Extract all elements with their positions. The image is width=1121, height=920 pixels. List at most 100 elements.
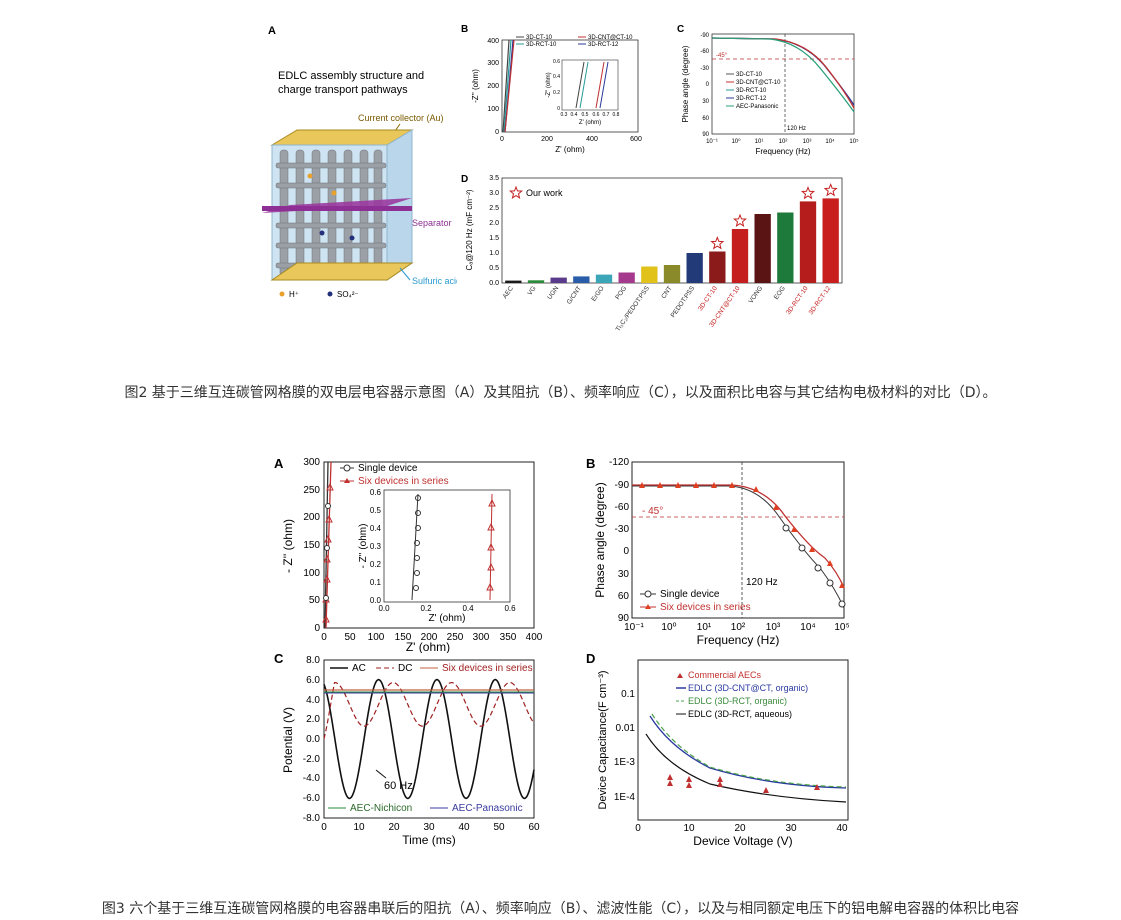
x-tick: 300 bbox=[473, 632, 490, 643]
figure2-panel-a: A EDLC assembly structure and charge tra… bbox=[262, 25, 457, 299]
x-axis-label: Z' (ohm) bbox=[555, 145, 585, 154]
y-tick: 200 bbox=[303, 512, 320, 523]
x-tick-labels: 0 200 400 600 bbox=[500, 136, 642, 143]
x-tick: 400 bbox=[526, 632, 543, 643]
x-tick: 200 bbox=[421, 632, 438, 643]
y-tick: -4.0 bbox=[303, 773, 321, 784]
legend-so4-label: SO₄²⁻ bbox=[337, 290, 359, 299]
inset-y-tick: 0.0 bbox=[370, 596, 382, 605]
series-ac bbox=[323, 678, 535, 800]
legend: Single device Six devices in series bbox=[340, 463, 449, 487]
x-tick: 10² bbox=[779, 139, 788, 145]
y-tick: 0.1 bbox=[621, 689, 635, 700]
x-tick-label: 3D-RCT-12 bbox=[808, 285, 833, 316]
label-sulfuric-acid: Sulfuric acid bbox=[412, 276, 457, 286]
y-tick: -2.0 bbox=[303, 754, 321, 765]
bar bbox=[686, 253, 703, 283]
annot-120hz: 120 Hz bbox=[746, 577, 778, 588]
x-tick: 10² bbox=[731, 622, 746, 633]
bar bbox=[527, 280, 545, 283]
y-tick: 2.0 bbox=[489, 220, 499, 227]
x-tick: 30 bbox=[423, 822, 435, 833]
inset-series bbox=[579, 61, 589, 109]
legend-h-dot bbox=[279, 291, 285, 297]
inset-y-tick: 0.4 bbox=[553, 74, 560, 80]
x-tick: 20 bbox=[388, 822, 400, 833]
y-tick: 60 bbox=[702, 116, 709, 122]
legend-item: Six devices in series bbox=[442, 663, 533, 674]
x-tick: 10³ bbox=[803, 139, 812, 145]
legend-item: DC bbox=[398, 663, 412, 674]
series-six bbox=[632, 484, 845, 589]
x-tick: 200 bbox=[541, 136, 553, 143]
figure3-caption: 图3 六个基于三维互连碳管网格膜的电容器串联后的阻抗（A）、频率响应（B）、滤波… bbox=[101, 901, 1020, 917]
plot-frame bbox=[501, 39, 639, 133]
y-tick: 0.0 bbox=[306, 734, 320, 745]
x-tick-label: VG bbox=[527, 285, 538, 297]
label-separator: Separator bbox=[412, 218, 452, 228]
x-tick: 0 bbox=[321, 632, 327, 643]
legend: 3D-CT-10 3D-CNT@CT-10 3D-RCT-10 3D-RCT-1… bbox=[726, 72, 781, 110]
series-3d-ct-10 bbox=[502, 39, 510, 133]
panel-letter: C bbox=[274, 651, 284, 666]
plot-frame bbox=[711, 33, 855, 135]
series-dc bbox=[323, 682, 535, 740]
x-tick: 100 bbox=[368, 632, 385, 643]
inset-six bbox=[489, 493, 493, 601]
x-tick: 10⁴ bbox=[825, 138, 835, 145]
y-ticks: -8.0 -6.0 -4.0 -2.0 0.0 2.0 4.0 6.0 8.0 bbox=[303, 655, 321, 824]
inset-y-tick: 0.5 bbox=[370, 506, 382, 515]
inset-x-label: Z' (ohm) bbox=[429, 613, 466, 624]
y-tick: -6.0 bbox=[303, 793, 321, 804]
y-ticks: -120 -90 -60 -30 0 30 60 90 bbox=[609, 457, 629, 624]
plot-frame bbox=[323, 659, 535, 819]
x-tick: 10⁵ bbox=[834, 622, 849, 633]
y-ticks: 0 50 100 150 200 250 300 bbox=[303, 457, 320, 634]
y-tick: 0 bbox=[495, 129, 499, 136]
series-curve bbox=[711, 37, 855, 109]
y-axis-label: -Z'' (ohm) bbox=[471, 69, 480, 103]
x-tick-label: VONG bbox=[748, 285, 765, 305]
y-tick: 150 bbox=[303, 540, 320, 551]
inset-x-ticks: 0.3 0.4 0.5 0.6 0.7 0.8 bbox=[561, 112, 620, 118]
plot-frame bbox=[323, 461, 535, 629]
x-tick: 60 bbox=[528, 822, 540, 833]
x-tick: 40 bbox=[458, 822, 470, 833]
inset-x-tick: 0.4 bbox=[571, 112, 578, 118]
inset-frame bbox=[561, 59, 619, 111]
legend: Commercial AECs EDLC (3D-CNT@CT, organic… bbox=[676, 670, 808, 719]
x-tick: 10⁰ bbox=[731, 138, 741, 145]
x-tick-label: 3D-CT-10 bbox=[697, 285, 719, 312]
x-tick-label: EOG bbox=[773, 285, 787, 301]
panel-letter: D bbox=[586, 651, 595, 666]
figure3-panel-d: D 0.1 0.01 1E-3 1E-4 0 10 20 30 40 Devic… bbox=[586, 651, 849, 848]
so4-ion bbox=[349, 235, 355, 241]
bar bbox=[618, 272, 635, 283]
y-tick: 1E-4 bbox=[614, 792, 636, 803]
y-tick: 6.0 bbox=[306, 675, 320, 686]
x-axis-label: Time (ms) bbox=[402, 833, 456, 847]
inset-x-tick: 0.7 bbox=[603, 112, 610, 118]
y-tick: 30 bbox=[618, 569, 630, 580]
x-tick: 10⁻¹ bbox=[624, 622, 644, 633]
bar bbox=[641, 266, 658, 283]
legend-item: AEC-Nichicon bbox=[350, 803, 412, 814]
inset-x-tick: 0.2 bbox=[420, 604, 432, 613]
series-single-markers bbox=[782, 524, 846, 608]
legend-item: Commercial AECs bbox=[688, 670, 762, 680]
y-tick: 100 bbox=[303, 568, 320, 579]
bar bbox=[709, 251, 726, 283]
series-rct-organic bbox=[651, 713, 847, 788]
legend-top: AC DC Six devices in series bbox=[330, 663, 533, 674]
inset-x-tick: 0.6 bbox=[593, 112, 600, 118]
y-tick: 1.5 bbox=[489, 235, 499, 242]
legend-item: 3D-CT-10 bbox=[526, 35, 553, 41]
y-tick: -90 bbox=[700, 33, 709, 39]
inset-y-tick: 0.2 bbox=[370, 560, 382, 569]
x-axis-label: Frequency (Hz) bbox=[697, 633, 780, 647]
legend: 3D-CT-10 3D-RCT-10 3D-CNT@CT-10 3D-RCT-1… bbox=[516, 35, 633, 48]
y-tick: -30 bbox=[700, 66, 709, 72]
x-tick: 40 bbox=[836, 823, 848, 834]
y-tick: 100 bbox=[487, 106, 499, 113]
legend-item: 3D-CNT@CT-10 bbox=[588, 35, 633, 41]
